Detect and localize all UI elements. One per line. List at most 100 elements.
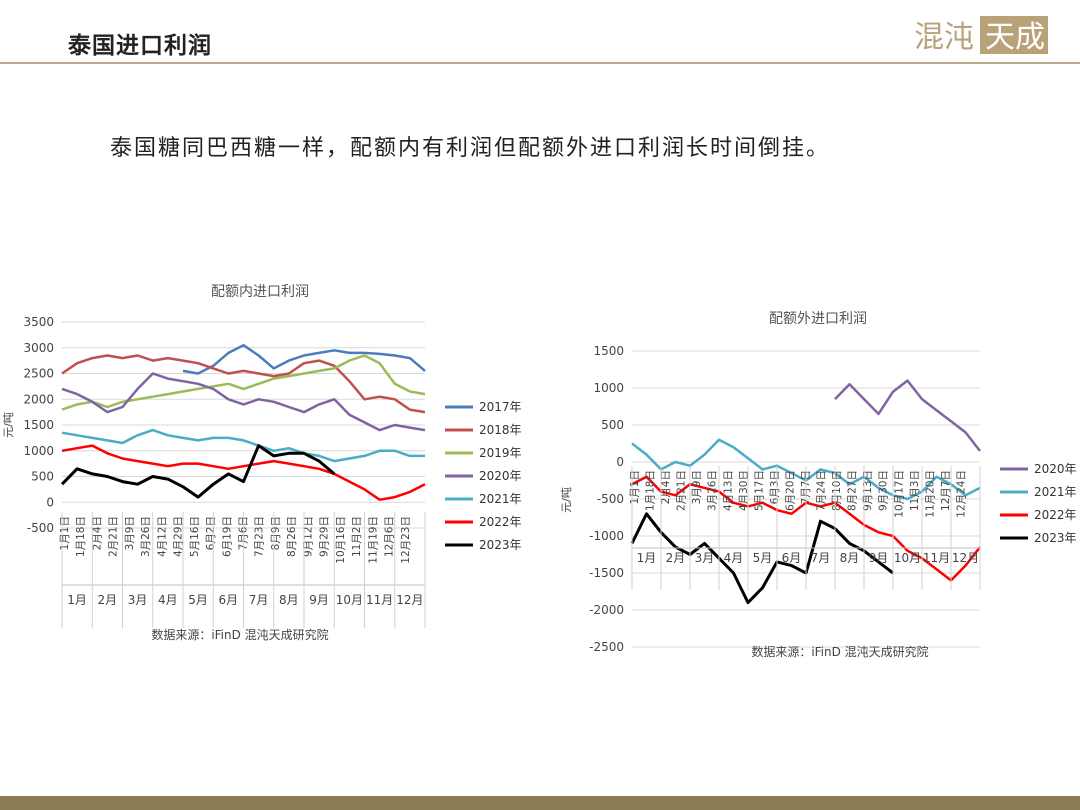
x-day-label: 2月4日 <box>660 470 672 504</box>
x-day-label: 5月16日 <box>189 516 201 557</box>
legend-label: 2019年 <box>479 446 522 460</box>
series-line-2019年 <box>61 354 426 411</box>
x-day-label: 6月20日 <box>784 470 796 511</box>
x-day-label: 4月30日 <box>738 470 750 511</box>
source-note: 数据来源：iFinD 混沌天成研究院 <box>751 644 928 659</box>
legend-label: 2020年 <box>1034 462 1077 476</box>
x-day-label: 6月2日 <box>205 516 217 550</box>
page-subtitle: 泰国糖同巴西糖一样，配额内有利润但配额外进口利润长时间倒挂。 <box>110 136 831 161</box>
x-month-label: 5月 <box>188 593 208 607</box>
x-day-label: 12月24日 <box>955 470 967 518</box>
y-tick-label: -500 <box>27 521 54 535</box>
series-line-2021年 <box>61 428 425 463</box>
x-day-label: 12月6日 <box>384 516 396 557</box>
y-tick-label: -2500 <box>589 640 624 654</box>
y-tick-label: 3000 <box>23 341 54 355</box>
y-tick-label: -1500 <box>589 566 624 580</box>
series-line-2022年 <box>61 444 426 501</box>
y-tick-label: 2000 <box>23 392 54 406</box>
x-day-label: 1月18日 <box>645 470 657 511</box>
series-line-2018年 <box>61 354 426 414</box>
x-month-label: 9月 <box>309 593 329 607</box>
x-month-label: 1月 <box>637 551 657 565</box>
x-day-label: 8月27日 <box>847 470 859 511</box>
x-month-label: 4月 <box>724 551 744 565</box>
y-tick-label: 1500 <box>593 344 624 358</box>
chart-title: 配额外进口利润 <box>769 311 867 327</box>
x-day-label: 3月9日 <box>124 516 136 550</box>
legend-label: 2021年 <box>1034 485 1077 499</box>
logo-text-right: 天成 <box>985 20 1045 55</box>
series-line-2020年 <box>834 379 981 452</box>
x-month-label: 12月 <box>952 551 979 565</box>
x-day-label: 2月21日 <box>108 516 120 557</box>
x-day-label: 4月12日 <box>156 516 168 557</box>
company-logo: 混沌 天成 <box>914 16 1048 55</box>
legend-label: 2018年 <box>479 423 522 437</box>
x-month-label: 2月 <box>98 593 118 607</box>
y-tick-label: 0 <box>616 455 624 469</box>
x-day-label: 2月21日 <box>676 470 688 511</box>
x-month-label: 10月 <box>336 593 363 607</box>
y-tick-label: 1000 <box>593 381 624 395</box>
x-month-label: 3月 <box>128 593 148 607</box>
x-day-label: 9月13日 <box>862 470 874 511</box>
x-month-label: 4月 <box>158 593 178 607</box>
legend-label: 2022年 <box>479 515 522 529</box>
y-tick-label: -1000 <box>589 529 624 543</box>
series-line-2017年 <box>182 343 426 375</box>
x-day-label: 4月13日 <box>722 470 734 511</box>
y-tick-label: -2000 <box>589 603 624 617</box>
x-day-label: 8月10日 <box>831 470 843 511</box>
legend-label: 2020年 <box>479 469 522 483</box>
x-day-label: 3月26日 <box>707 470 719 511</box>
x-month-label: 11月 <box>366 593 393 607</box>
y-axis-label: 元/吨 <box>2 412 15 438</box>
series-line-2023年 <box>630 512 894 605</box>
x-day-label: 6月19日 <box>221 516 233 557</box>
x-month-label: 11月 <box>923 551 950 565</box>
x-month-label: 2月 <box>666 551 686 565</box>
y-tick-label: -500 <box>597 492 624 506</box>
y-tick-label: 3500 <box>23 315 54 329</box>
y-tick-label: 1500 <box>23 418 54 432</box>
x-day-label: 11月19日 <box>367 516 379 564</box>
x-day-label: 12月7日 <box>940 470 952 511</box>
legend-label: 2021年 <box>479 492 522 506</box>
x-day-label: 9月30日 <box>878 470 890 511</box>
x-day-label: 11月2日 <box>351 516 363 557</box>
x-day-label: 3月26日 <box>140 516 152 557</box>
legend-label: 2022年 <box>1034 508 1077 522</box>
series-line-2023年 <box>60 444 336 499</box>
x-month-label: 7月 <box>249 593 269 607</box>
header-divider <box>0 62 1080 64</box>
page-title: 泰国进口利润 <box>68 32 212 59</box>
x-day-label: 8月9日 <box>270 516 282 550</box>
x-month-label: 3月 <box>695 551 715 565</box>
y-tick-label: 0 <box>46 495 54 509</box>
source-note: 数据来源：iFinD 混沌天成研究院 <box>151 627 328 642</box>
x-month-label: 8月 <box>279 593 299 607</box>
x-day-label: 7月23日 <box>254 516 266 557</box>
x-day-label: 1月1日 <box>629 470 641 504</box>
x-day-label: 11月3日 <box>909 470 921 511</box>
x-month-label: 5月 <box>753 551 773 565</box>
x-month-label: 12月 <box>396 593 423 607</box>
x-month-label: 6月 <box>219 593 239 607</box>
x-day-label: 12月23日 <box>400 516 412 564</box>
chart-quota-inside-profit: 配额内进口利润 3500 3000 2500 2000 1500 1000 500 0 -500 元… <box>2 284 522 642</box>
x-day-label: 9月12日 <box>302 516 314 557</box>
x-day-label: 10月16日 <box>335 516 347 564</box>
x-month-label: 8月 <box>840 551 860 565</box>
x-month-label: 10月 <box>894 551 921 565</box>
x-day-label: 8月26日 <box>286 516 298 557</box>
x-month-label: 9月 <box>869 551 889 565</box>
y-tick-label: 500 <box>31 470 54 484</box>
x-month-label: 1月 <box>67 593 87 607</box>
x-day-label: 7月24日 <box>816 470 828 511</box>
series-line-2020年 <box>61 372 426 432</box>
x-day-label: 10月17日 <box>893 470 905 518</box>
x-month-label: 6月 <box>782 551 802 565</box>
legend-label: 2023年 <box>479 538 522 552</box>
y-tick-label: 1000 <box>23 444 54 458</box>
